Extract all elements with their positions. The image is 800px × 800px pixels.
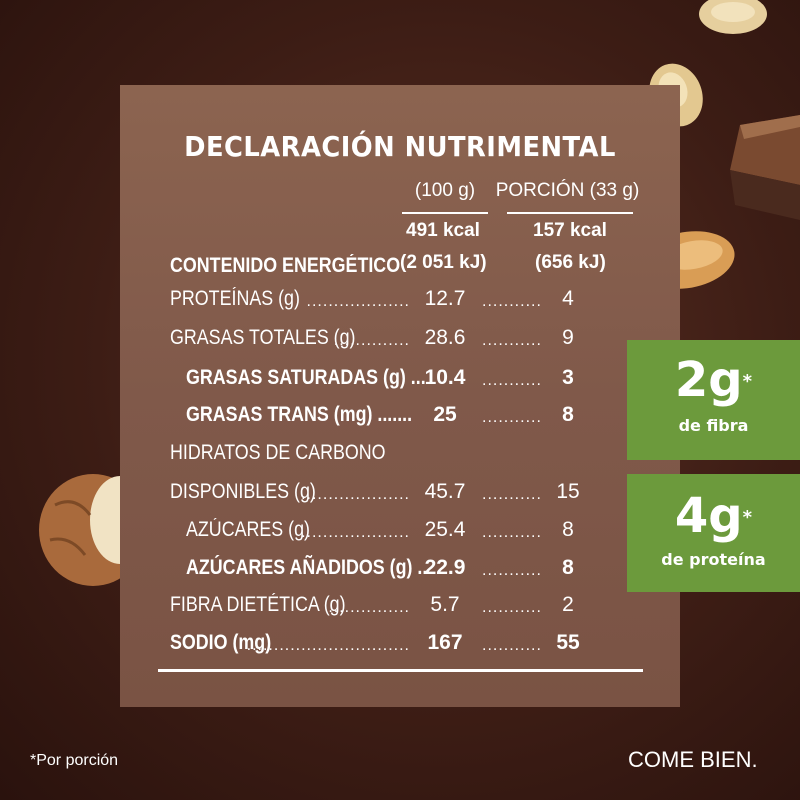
fiber-badge: 2g* de fibra [627,340,800,460]
fiber-asterisk: * [742,371,753,392]
leader-dots-mid: ........... [482,524,542,541]
energy-kj-100g: (2 051 kJ) [400,252,487,273]
value-100g: 167 [427,631,463,654]
nutrient-label: AZÚCARES AÑADIDOS (g) .. [186,556,428,579]
value-portion: 3 [562,366,574,389]
energy-kcal-portion: 157 kcal [533,220,607,241]
fiber-value: 2g [674,352,743,408]
nutrient-label: GRASAS TRANS (mg) ....... [186,403,413,426]
protein-label: de proteína [661,550,766,569]
fiber-label: de fibra [678,416,749,435]
leader-dots-mid: ........... [482,409,542,426]
protein-badge: 4g* de proteína [627,474,800,592]
leader-dots-mid: ........... [482,486,542,503]
value-portion: 15 [556,480,580,503]
value-portion: 2 [562,593,574,616]
nutrition-panel [120,85,680,707]
leader-dots-mid: ........... [482,599,542,616]
value-100g: 28.6 [424,326,466,349]
chocolate-piece-image [730,115,800,220]
value-portion: 8 [562,518,574,541]
leader-dots: .............. [333,332,410,349]
leader-dots: ............... [328,599,410,616]
leader-dots-mid: ........... [482,293,542,310]
nutrient-label: DISPONIBLES (g) [170,480,316,503]
value-100g: 5.7 [430,593,460,616]
leader-dots: .................... [301,524,410,541]
column-underline-100g [402,212,488,214]
slogan: COME BIEN. [628,747,758,772]
leader-dots: ................... [306,293,410,310]
leader-dots-mid: ........... [482,637,542,654]
value-100g: 10.4 [424,366,466,389]
panel-title: DECLARACIÓN NUTRIMENTAL [184,130,616,163]
nutrient-label: HIDRATOS DE CARBONO [170,441,386,464]
leader-dots: .................... [301,486,410,503]
value-100g: 12.7 [424,287,466,310]
energy-kj-portion: (656 kJ) [535,252,606,273]
oat-flake-top-image [699,0,767,34]
value-portion: 9 [562,326,574,349]
nutrient-label: AZÚCARES (g) [186,518,310,541]
value-100g: 25.4 [424,518,466,541]
leader-dots-mid: ........... [482,372,542,389]
leader-dots: .............................. [246,637,410,654]
protein-value: 4g [674,488,743,544]
value-100g: 22.9 [424,556,466,579]
value-portion: 8 [562,403,574,426]
column-underline-portion [507,212,633,214]
energy-kcal-100g: 491 kcal [406,220,480,241]
nutrient-label: SODIO (mg) [170,631,272,654]
nutrient-label: GRASAS SATURADAS (g) ... [186,366,426,389]
nutrient-label: PROTEÍNAS (g) [170,287,300,310]
footnote: *Por porción [30,752,119,769]
leader-dots-mid: ........... [482,562,542,579]
column-header-portion: PORCIÓN (33 g) [495,180,640,201]
nutrient-label: GRASAS TOTALES (g) [170,326,356,349]
value-100g: 25 [433,403,457,426]
value-portion: 4 [562,287,574,310]
energy-label: CONTENIDO ENERGÉTICO [170,254,401,277]
nutrient-label: FIBRA DIETÉTICA (g) [170,593,346,616]
value-portion: 55 [556,631,580,654]
value-portion: 8 [562,556,574,579]
protein-asterisk: * [742,507,753,528]
bottom-rule [158,669,643,672]
value-100g: 45.7 [424,480,466,503]
column-header-100g: (100 g) [414,180,476,201]
leader-dots-mid: ........... [482,332,542,349]
